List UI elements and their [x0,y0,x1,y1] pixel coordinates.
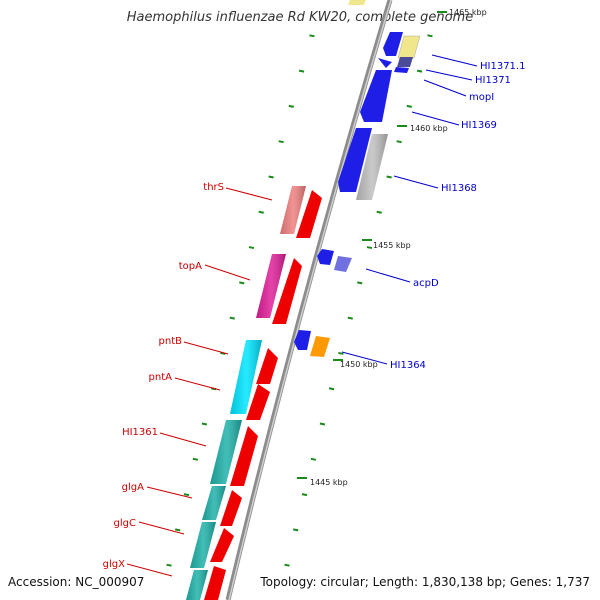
reverse-strand-genes [294,32,421,357]
tick-dash [427,34,433,38]
tick-dash [201,422,208,426]
gene-label[interactable]: pntA [149,372,173,383]
reverse-gene-labels: HI1371.1 HI1371 mopI HI1369 HI1368 acpD … [390,61,525,371]
gene-acpD-a[interactable] [317,249,334,265]
gene-mopI-bar[interactable] [394,67,409,73]
tick-dash [338,351,344,355]
tick-dash [386,175,392,179]
forward-gene-labels: thrS topA pntB pntA HI1361 glgA glgC glg… [103,182,224,570]
scale-label: 1445 kbp [310,478,348,487]
tick-dash [166,563,172,567]
scale-label: 1455 kbp [373,241,411,250]
gene-pntA-arrow[interactable] [246,384,270,420]
tick-dash [310,457,317,461]
genome-backbone [225,0,393,600]
tick-dash [406,104,412,108]
tick-dash [183,493,190,497]
gene-label[interactable]: HI1369 [461,120,497,131]
tick-dash [328,387,335,391]
tick-dash [288,104,294,108]
gene-partial-top[interactable] [348,0,366,5]
gene-HI1369[interactable] [360,70,392,122]
gene-label[interactable]: HI1371.1 [480,61,525,72]
tick-dash [396,140,402,144]
tick-dash [357,281,363,285]
tick-dash [174,528,181,532]
gene-label[interactable]: glgC [114,518,136,529]
gene-mopI[interactable] [378,58,392,68]
scale-markers: 1465 kbp 1460 kbp 1455 kbp 1450 kbp 1445… [297,8,487,487]
gene-label[interactable]: thrS [203,182,224,193]
gene-HI1371[interactable] [397,57,413,67]
gene-HI1361-arrow[interactable] [230,426,258,486]
gene-pntB-arrow[interactable] [256,348,278,384]
forward-label-leaders [126,187,273,577]
gene-thrS-arrow[interactable] [296,190,322,238]
gene-HI1368-blue[interactable] [338,128,372,192]
gene-label[interactable]: HI1371 [475,75,511,86]
tick-dash [248,246,255,250]
gene-HI1364-a[interactable] [294,330,311,350]
gene-label[interactable]: glgX [103,559,125,570]
accession-text: Accession: NC_000907 [8,575,145,589]
gene-HI1371.1[interactable] [397,35,421,59]
gene-HI1364[interactable] [310,336,330,357]
gene-acpD[interactable] [334,256,352,272]
tick-dash [278,140,284,144]
scale-label: 1465 kbp [449,8,487,17]
forward-strand-genes [186,186,322,600]
gene-label[interactable]: glgA [122,482,144,493]
tick-dash [366,246,373,250]
gene-label[interactable]: topA [179,261,202,272]
tick-dash [309,34,315,38]
tick-marks [166,34,433,567]
gene-label[interactable]: pntB [159,336,183,347]
genome-summary: Topology: circular; Length: 1,830,138 bp… [260,575,590,589]
gene-topA-arrow[interactable] [272,258,302,324]
tick-dash [268,175,274,179]
tick-dash [284,563,290,567]
gene-label[interactable]: mopI [469,92,494,103]
tick-dash [298,69,305,73]
tick-dash [229,316,235,320]
gene-glgA-arrow[interactable] [220,490,242,526]
tick-dash [376,210,382,214]
gene-glgX-arrow[interactable] [204,566,226,600]
gene-label[interactable]: HI1364 [390,360,426,371]
tick-dash [239,281,245,285]
tick-dash [319,422,326,426]
tick-dash [220,351,226,355]
gene-label[interactable]: acpD [413,278,439,289]
genome-backbone-highlight [228,0,392,600]
reverse-label-leaders [341,54,478,365]
scale-label: 1450 kbp [340,360,378,369]
gene-label[interactable]: HI1361 [122,427,158,438]
tick-dash [192,457,199,461]
scale-label: 1460 kbp [410,124,448,133]
gene-HI1371-arrow[interactable] [383,32,403,56]
tick-dash [301,493,308,497]
tick-dash [347,316,353,320]
tick-dash [258,210,264,214]
tick-dash [292,528,299,532]
gene-label[interactable]: HI1368 [441,183,477,194]
gene-glgC-arrow[interactable] [210,528,234,562]
tick-dash [416,69,423,73]
